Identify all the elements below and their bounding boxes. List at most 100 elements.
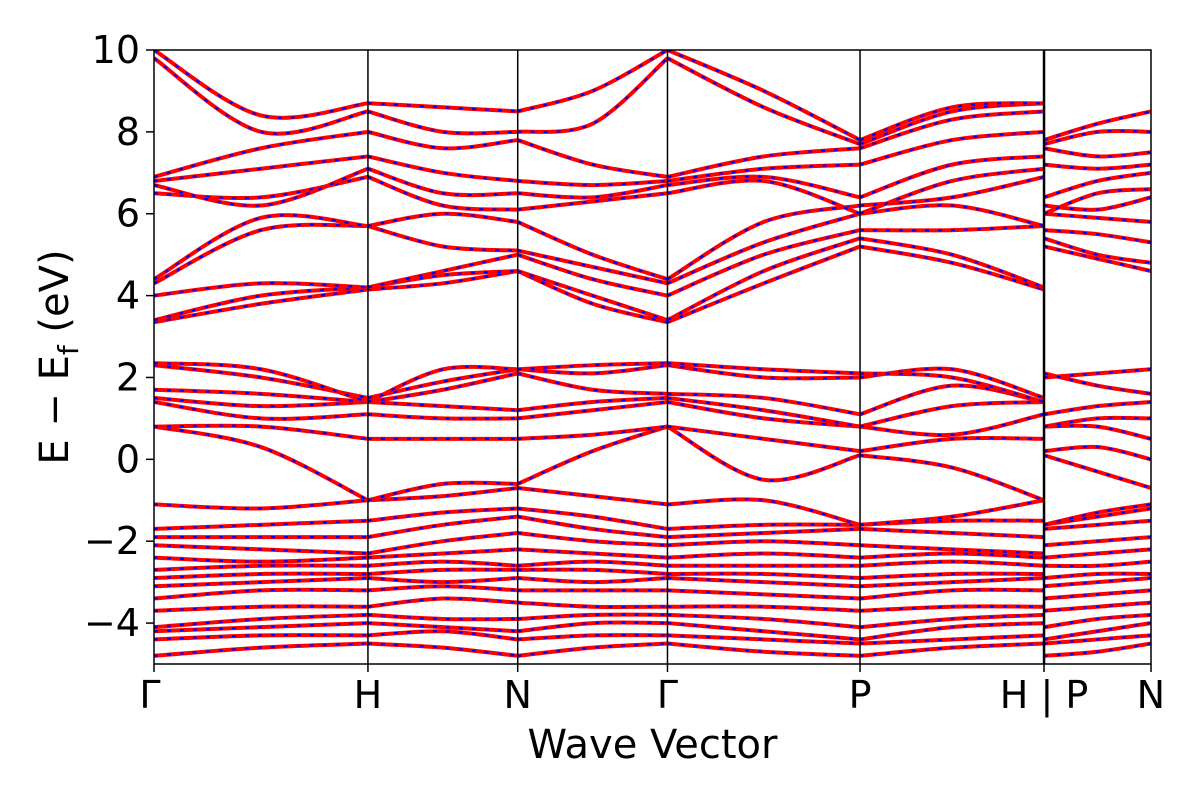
band-line-H-N-25 bbox=[367, 211, 518, 228]
k-point-label-3: Γ bbox=[657, 673, 678, 717]
band-line-dashed-P-N-27 bbox=[1043, 171, 1151, 199]
band-line-dashed-N-Γ-3 bbox=[517, 613, 668, 621]
band-line-dashed-N-Γ-23 bbox=[517, 253, 668, 297]
band-line-dashed-H-N-26 bbox=[367, 175, 518, 211]
band-line-H-N-1 bbox=[367, 629, 518, 642]
band-line-P-N-29 bbox=[1043, 146, 1151, 159]
band-line-Γ-H-24 bbox=[154, 222, 369, 286]
plot-frame bbox=[153, 49, 1152, 665]
y-axis-label-sub: f bbox=[52, 344, 85, 355]
band-line-dashed-P-N-5 bbox=[1043, 589, 1151, 600]
band-line-dashed-Γ-H-14 bbox=[154, 425, 369, 502]
band-line-Γ-P-29 bbox=[667, 146, 861, 179]
band-line-N-Γ-25 bbox=[516, 220, 669, 282]
band-line-H-N-19 bbox=[367, 367, 519, 400]
band-line-dashed-P-N-23 bbox=[1043, 229, 1151, 244]
band-line-dashed-P-N-10 bbox=[1043, 536, 1151, 547]
band-line-N-Γ-7 bbox=[517, 567, 668, 576]
band-line-dashed-P-N-6 bbox=[1043, 576, 1151, 588]
band-line-N-Γ-3 bbox=[517, 612, 668, 621]
band-line-N-Γ-1 bbox=[517, 633, 668, 642]
band-line-dashed-N-Γ-30 bbox=[517, 57, 669, 134]
band-line-dashed-P-H-3 bbox=[859, 613, 1045, 629]
band-line-dashed-Γ-P-4 bbox=[667, 605, 861, 612]
band-line-dashed-H-N-12 bbox=[367, 507, 518, 522]
band-line-dashed-P-H-4 bbox=[859, 605, 1045, 612]
band-line-H-N-29 bbox=[367, 129, 518, 151]
band-line-P-H-31 bbox=[859, 101, 1045, 142]
band-line-P-H-14 bbox=[859, 453, 1045, 503]
band-line-dashed-N-Γ-7 bbox=[517, 568, 668, 576]
band-line-Γ-H-29 bbox=[154, 129, 369, 179]
band-line-Γ-H-27 bbox=[154, 166, 369, 208]
band-line-dashed-H-N-20 bbox=[367, 365, 518, 404]
band-line-N-Γ-24 bbox=[517, 248, 668, 286]
y-tick-label-5: 6 bbox=[116, 192, 140, 236]
bands-layer bbox=[154, 50, 1151, 658]
band-line-dashed-H-N-22 bbox=[367, 269, 518, 289]
band-line-N-Γ-0 bbox=[517, 641, 668, 658]
band-line-dashed-P-H-11 bbox=[859, 527, 1045, 539]
band-line-dashed-N-Γ-21 bbox=[517, 270, 668, 324]
band-line-dashed-P-H-17 bbox=[859, 400, 1045, 428]
band-line-dashed-P-N-1 bbox=[1043, 634, 1151, 645]
band-line-H-N-11 bbox=[367, 514, 518, 540]
band-line-dashed-P-N-18 bbox=[1043, 400, 1151, 416]
band-line-dashed-N-Γ-20 bbox=[517, 362, 668, 371]
band-line-dashed-Γ-P-14 bbox=[666, 425, 861, 482]
high-symmetry-lines bbox=[367, 50, 1046, 664]
band-line-dashed-P-N-22 bbox=[1043, 237, 1151, 264]
band-line-dashed-Γ-P-7 bbox=[667, 572, 861, 580]
band-line-N-Γ-2 bbox=[517, 620, 668, 634]
band-line-dashed-H-N-8 bbox=[367, 560, 518, 567]
band-line-dashed-Γ-H-20 bbox=[154, 362, 369, 404]
band-line-N-Γ-23 bbox=[517, 252, 668, 298]
band-line-dashed-Γ-H-23 bbox=[154, 281, 368, 297]
band-line-dashed-Γ-H-13 bbox=[154, 499, 369, 510]
k-point-label-5: H | P bbox=[1000, 673, 1088, 718]
band-line-Γ-P-22 bbox=[666, 236, 861, 322]
band-line-dashed-P-N-11 bbox=[1043, 519, 1151, 531]
band-line-N-Γ-30 bbox=[517, 56, 669, 134]
band-line-dashed-P-N-16 bbox=[1044, 424, 1151, 440]
x-axis-label: Wave Vector bbox=[528, 722, 779, 768]
band-line-Γ-H-30 bbox=[154, 56, 369, 136]
band-line-dashed-P-N-17 bbox=[1043, 416, 1151, 428]
band-line-dashed-H-N-5 bbox=[367, 585, 518, 592]
band-line-dashed-Γ-H-6 bbox=[154, 576, 368, 588]
band-line-H-N-3 bbox=[367, 612, 518, 622]
band-line-N-Γ-16 bbox=[517, 400, 668, 421]
band-line-dashed-P-N-28 bbox=[1043, 163, 1151, 170]
band-line-H-N-30 bbox=[367, 109, 518, 136]
y-axis: −4 −2 0 2 4 6 8 10 bbox=[84, 28, 154, 645]
band-line-dashed-P-N-29 bbox=[1043, 147, 1151, 158]
band-line-P-H-27 bbox=[859, 154, 1045, 200]
band-line-dashed-P-H-10 bbox=[859, 544, 1045, 555]
band-line-N-Γ-18 bbox=[517, 371, 668, 396]
band-line-Γ-H-13 bbox=[154, 498, 369, 511]
band-line-H-N-14 bbox=[367, 480, 518, 503]
band-line-dashed-Γ-P-24 bbox=[667, 212, 861, 285]
band-line-dashed-Γ-P-10 bbox=[667, 540, 861, 547]
band-line-dashed-N-Γ-1 bbox=[517, 633, 668, 641]
band-line-N-Γ-8 bbox=[517, 559, 668, 568]
band-line-P-H-29 bbox=[859, 109, 1045, 151]
band-line-dashed-P-H-27 bbox=[859, 155, 1045, 199]
band-line-dashed-H-N-2 bbox=[367, 621, 518, 633]
k-point-label-4: P bbox=[849, 673, 872, 717]
band-line-dashed-Γ-H-3 bbox=[154, 613, 368, 629]
band-line-dashed-Γ-H-25 bbox=[154, 214, 369, 281]
band-line-P-N-26 bbox=[1043, 187, 1151, 216]
band-line-N-Γ-28 bbox=[517, 178, 668, 188]
band-line-dashed-N-Γ-15 bbox=[517, 425, 668, 440]
y-tick-label-3: 2 bbox=[116, 355, 140, 399]
band-line-H-N-17 bbox=[367, 400, 518, 413]
band-line-dashed-P-H-16 bbox=[859, 413, 1045, 437]
k-point-label-1: H bbox=[354, 673, 383, 717]
band-line-dashed-Γ-H-1 bbox=[154, 633, 368, 641]
band-line-dashed-P-H-0 bbox=[859, 642, 1045, 657]
band-line-dashed-H-N-13 bbox=[367, 486, 518, 502]
band-line-dashed-N-Γ-25 bbox=[517, 220, 668, 281]
band-line-H-N-31 bbox=[367, 101, 518, 114]
band-line-dashed-Γ-H-2 bbox=[154, 621, 368, 633]
